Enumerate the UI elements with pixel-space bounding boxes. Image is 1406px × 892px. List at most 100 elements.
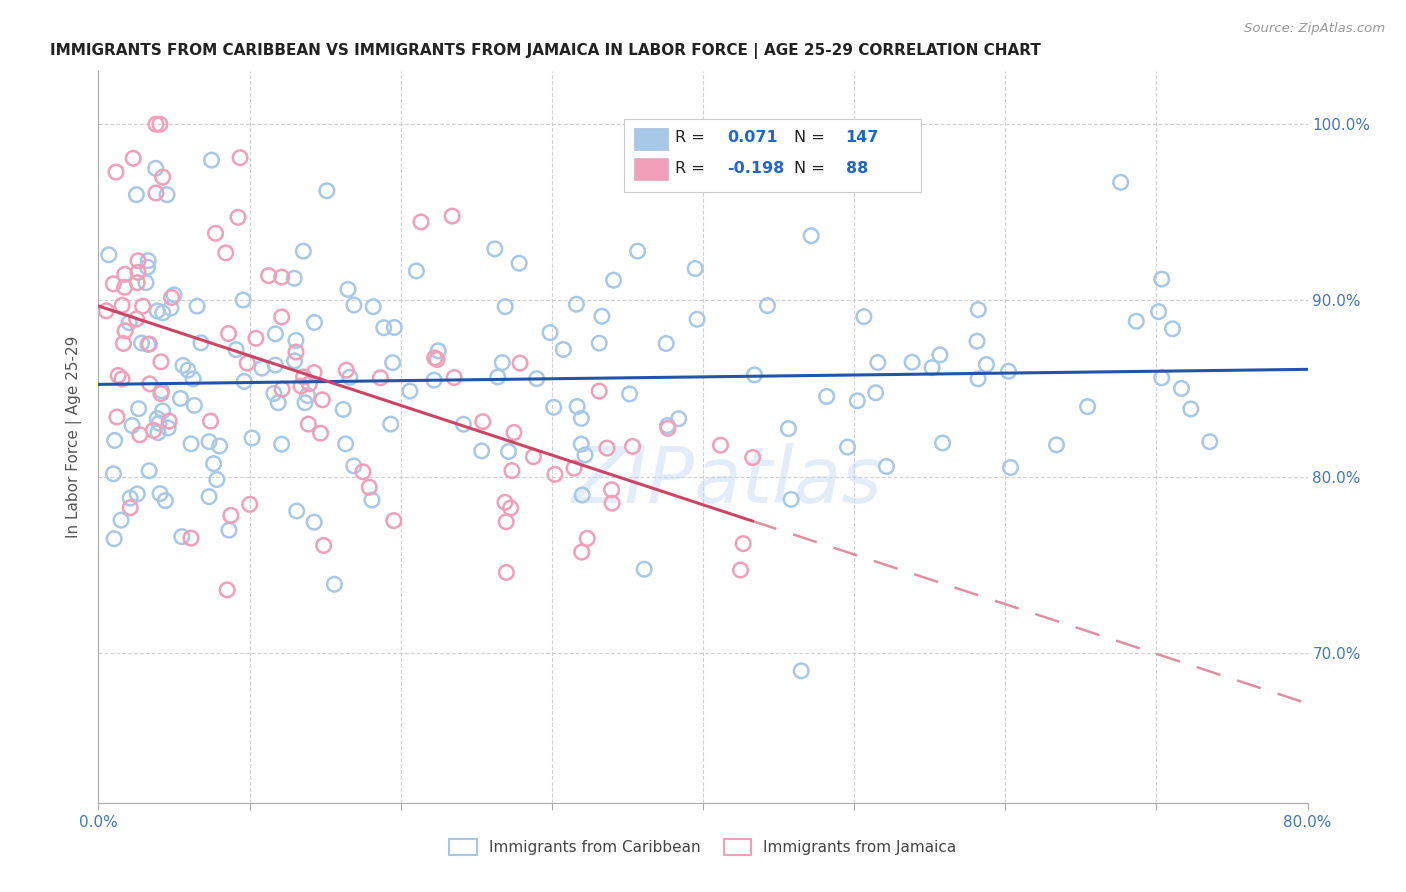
Point [494,300,516,314]
Point [183,398,205,412]
Point [657,418,679,433]
Point [145,186,167,200]
Point [107,368,129,383]
Point [292,370,315,384]
Point [104,434,127,448]
Point [285,345,308,359]
Point [180,437,202,451]
Point [302,366,325,380]
Point [352,465,374,479]
Point [226,211,249,225]
Point [495,515,517,529]
Point [290,379,312,393]
Point [1161,322,1184,336]
Point [125,187,148,202]
Point [733,536,755,550]
Point [852,310,875,324]
Point [271,382,294,396]
Point [471,415,494,429]
Point [361,493,384,508]
Point [538,326,561,340]
Point [142,424,165,438]
Point [744,368,766,382]
Point [152,404,174,418]
Point [423,351,446,365]
Point [875,459,897,474]
Point [160,301,183,315]
Point [127,265,149,279]
Point [399,384,422,398]
Point [200,414,222,428]
Point [484,242,506,256]
Point [526,372,548,386]
Point [145,161,167,176]
Point [103,277,125,291]
Point [453,417,475,432]
Point [633,562,655,576]
Point [120,500,142,515]
Point [668,411,690,425]
Point [471,444,494,458]
Point [149,355,172,369]
Point [160,290,183,304]
Point [495,566,517,580]
Point [270,310,292,324]
Point [602,273,624,287]
Point [202,457,225,471]
Text: 0.071: 0.071 [727,130,778,145]
Point [494,495,516,509]
Point [114,280,136,294]
Point [866,355,889,369]
Point [250,361,273,376]
Point [292,244,315,259]
Point [146,304,169,318]
Point [127,276,149,290]
Point [508,256,530,270]
Point [270,270,292,285]
Point [1150,272,1173,286]
Point [683,261,706,276]
Point [157,421,180,435]
Bar [634,159,668,180]
Point [225,343,247,357]
Point [562,461,585,475]
Point [1000,460,1022,475]
Point [756,299,779,313]
Point [778,422,800,436]
Point [312,538,335,552]
Point [190,335,212,350]
Point [297,388,319,402]
Point [169,392,191,406]
Text: Source: ZipAtlas.com: Source: ZipAtlas.com [1244,22,1385,36]
Point [217,582,239,597]
Point [966,334,988,349]
Point [311,392,333,407]
Text: R =: R = [675,130,704,145]
Point [337,282,360,296]
Point [997,364,1019,378]
Point [105,410,128,425]
Point [120,491,142,505]
Point [626,244,648,259]
Point [427,343,450,358]
Point [335,437,357,451]
Point [343,298,366,312]
Point [122,151,145,165]
Point [198,490,221,504]
Text: ZIPatlas: ZIPatlas [572,443,883,519]
Point [240,431,263,445]
Point [136,253,159,268]
Point [655,336,678,351]
Point [155,493,177,508]
Text: 147: 147 [845,130,879,145]
Point [800,228,823,243]
Point [103,467,125,481]
Point [780,492,803,507]
FancyBboxPatch shape [624,119,921,192]
Point [588,336,610,351]
Point [1147,304,1170,318]
Point [382,514,405,528]
Point [837,440,859,454]
Point [267,396,290,410]
Point [121,418,143,433]
